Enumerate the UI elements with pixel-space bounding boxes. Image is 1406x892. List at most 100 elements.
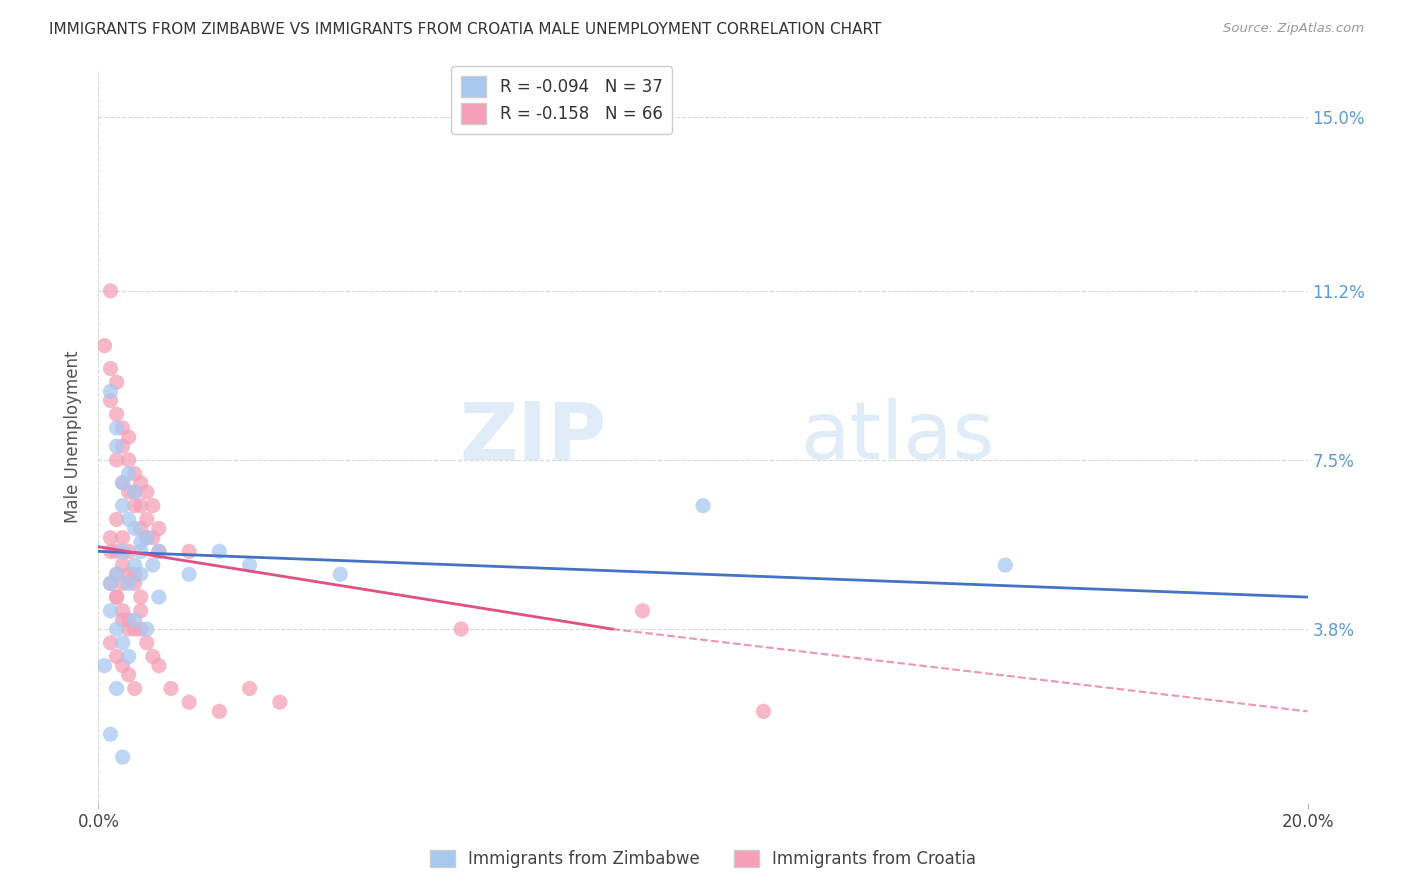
Point [111, 636, 134, 650]
Point [100, 531, 122, 545]
Point [118, 544, 141, 558]
Point [129, 544, 152, 558]
Point [100, 636, 122, 650]
Point [752, 705, 775, 719]
Point [100, 576, 122, 591]
Point [118, 512, 141, 526]
Point [105, 512, 128, 526]
Point [208, 544, 231, 558]
Point [160, 681, 183, 696]
Point [124, 521, 146, 535]
Point [111, 750, 134, 764]
Point [129, 475, 152, 490]
Point [124, 485, 146, 500]
Point [124, 558, 146, 573]
Point [111, 475, 134, 490]
Point [93, 338, 115, 352]
Point [148, 590, 170, 604]
Point [994, 558, 1017, 573]
Point [239, 558, 262, 573]
Point [111, 475, 134, 490]
Point [105, 544, 128, 558]
Point [118, 613, 141, 627]
Point [124, 467, 146, 481]
Text: ZIP: ZIP [458, 398, 606, 476]
Point [329, 567, 352, 582]
Legend: R = -0.094   N = 37, R = -0.158   N = 66: R = -0.094 N = 37, R = -0.158 N = 66 [451, 66, 672, 134]
Point [692, 499, 714, 513]
Point [148, 658, 170, 673]
Text: IMMIGRANTS FROM ZIMBABWE VS IMMIGRANTS FROM CROATIA MALE UNEMPLOYMENT CORRELATIO: IMMIGRANTS FROM ZIMBABWE VS IMMIGRANTS F… [49, 22, 882, 37]
Point [105, 421, 128, 435]
Point [105, 590, 128, 604]
Point [135, 636, 157, 650]
Point [118, 567, 141, 582]
Point [124, 499, 146, 513]
Point [105, 622, 128, 636]
Point [111, 531, 134, 545]
Point [135, 485, 157, 500]
Point [105, 567, 128, 582]
Text: atlas: atlas [800, 398, 994, 476]
Point [111, 658, 134, 673]
Point [93, 658, 115, 673]
Point [124, 622, 146, 636]
Point [148, 521, 170, 535]
Point [269, 695, 291, 709]
Point [135, 512, 157, 526]
Point [111, 439, 134, 453]
Point [118, 467, 141, 481]
Point [124, 567, 146, 582]
Point [105, 376, 128, 390]
Point [179, 567, 201, 582]
Point [129, 521, 152, 535]
Point [111, 421, 134, 435]
Point [100, 576, 122, 591]
Point [100, 384, 122, 399]
Point [124, 681, 146, 696]
Point [208, 705, 231, 719]
Point [135, 622, 157, 636]
Point [111, 613, 134, 627]
Point [118, 485, 141, 500]
Point [118, 667, 141, 681]
Point [129, 604, 152, 618]
Point [142, 499, 165, 513]
Point [142, 649, 165, 664]
Point [100, 604, 122, 618]
Point [179, 695, 201, 709]
Point [129, 567, 152, 582]
Point [124, 485, 146, 500]
Point [148, 544, 170, 558]
Point [142, 558, 165, 573]
Point [631, 604, 654, 618]
Point [450, 622, 472, 636]
Point [118, 649, 141, 664]
Point [129, 590, 152, 604]
Point [142, 531, 165, 545]
Point [100, 393, 122, 408]
Point [100, 284, 122, 298]
Point [135, 531, 157, 545]
Point [111, 558, 134, 573]
Point [118, 453, 141, 467]
Point [148, 544, 170, 558]
Point [129, 535, 152, 549]
Point [100, 544, 122, 558]
Point [118, 622, 141, 636]
Point [105, 567, 128, 582]
Point [105, 590, 128, 604]
Point [105, 407, 128, 421]
Point [111, 604, 134, 618]
Point [105, 439, 128, 453]
Point [129, 499, 152, 513]
Point [118, 430, 141, 444]
Point [105, 453, 128, 467]
Point [100, 361, 122, 376]
Legend: Immigrants from Zimbabwe, Immigrants from Croatia: Immigrants from Zimbabwe, Immigrants fro… [423, 843, 983, 875]
Point [111, 544, 134, 558]
Text: Source: ZipAtlas.com: Source: ZipAtlas.com [1223, 22, 1364, 36]
Point [105, 681, 128, 696]
Point [105, 649, 128, 664]
Point [179, 544, 201, 558]
